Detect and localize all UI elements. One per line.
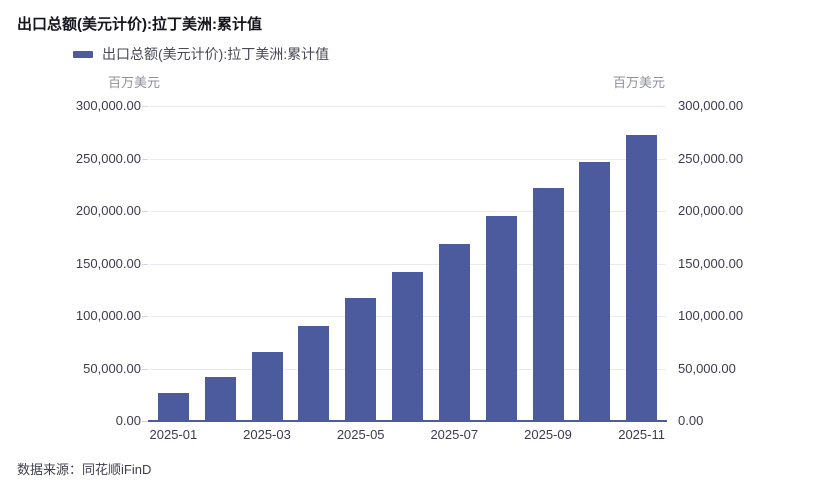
chart-title: 出口总额(美元计价):拉丁美洲:累计值 — [17, 16, 262, 33]
gridline — [150, 211, 666, 212]
bar-2025-06[interactable] — [392, 272, 423, 421]
y-axis-tick — [142, 159, 148, 160]
y-axis-tick — [142, 369, 148, 370]
bar-2025-10[interactable] — [579, 162, 611, 421]
y-axis-label-left: 100,000.00 — [75, 308, 141, 323]
y-axis-label-right: 150,000.00 — [678, 256, 744, 271]
y-axis-tick — [142, 421, 148, 422]
y-axis-tick — [142, 211, 148, 212]
x-axis-label: 2025-05 — [336, 427, 385, 442]
y-axis-unit-left: 百万美元 — [107, 75, 160, 90]
x-axis-label: 2025-03 — [243, 427, 291, 442]
data-source: 数据来源：同花顺iFinD — [17, 462, 152, 477]
bar-2025-01[interactable] — [157, 393, 189, 421]
bar-2025-11[interactable] — [626, 134, 658, 421]
bar-2025-04[interactable] — [298, 325, 330, 421]
y-axis-label-left: 150,000.00 — [75, 256, 141, 271]
legend-label: 出口总额(美元计价):拉丁美洲:累计值 — [102, 46, 330, 62]
legend-marker-icon — [73, 50, 93, 58]
y-axis-label-right: 300,000.00 — [678, 98, 744, 113]
y-axis-label-right: 200,000.00 — [678, 203, 744, 218]
y-axis-tick — [142, 264, 148, 265]
y-axis-label-right: 50,000.00 — [678, 361, 736, 376]
y-axis-label-left: 200,000.00 — [75, 203, 141, 218]
gridline — [150, 264, 666, 265]
y-axis-tick — [142, 106, 148, 107]
x-axis-label: 2025-07 — [430, 427, 479, 442]
y-axis-label-left: 50,000.00 — [83, 361, 141, 376]
gridline — [150, 159, 666, 160]
y-axis-label-left: 300,000.00 — [75, 98, 141, 113]
bar-2025-08[interactable] — [485, 215, 517, 421]
y-axis-label-left: 0.00 — [115, 413, 141, 428]
x-axis-label: 2025-09 — [524, 427, 572, 442]
bar-2025-07[interactable] — [438, 244, 470, 421]
bar-2025-05[interactable] — [345, 298, 377, 421]
bar-2025-02[interactable] — [204, 376, 236, 421]
gridline — [150, 106, 666, 107]
x-axis-line — [148, 420, 667, 422]
y-axis-unit-right: 百万美元 — [612, 75, 665, 90]
bar-2025-09[interactable] — [532, 188, 564, 421]
x-axis-label: 2025-11 — [618, 427, 665, 442]
y-axis-label-right: 100,000.00 — [678, 308, 744, 323]
x-axis-label: 2025-01 — [149, 427, 198, 442]
y-axis-label-left: 250,000.00 — [75, 151, 141, 166]
legend-item[interactable]: 出口总额(美元计价):拉丁美洲:累计值 — [73, 44, 329, 64]
y-axis-label-right: 250,000.00 — [678, 151, 744, 166]
y-axis-label-right: 0.00 — [678, 413, 704, 428]
y-axis-tick — [142, 316, 148, 317]
bar-2025-03[interactable] — [251, 351, 283, 421]
